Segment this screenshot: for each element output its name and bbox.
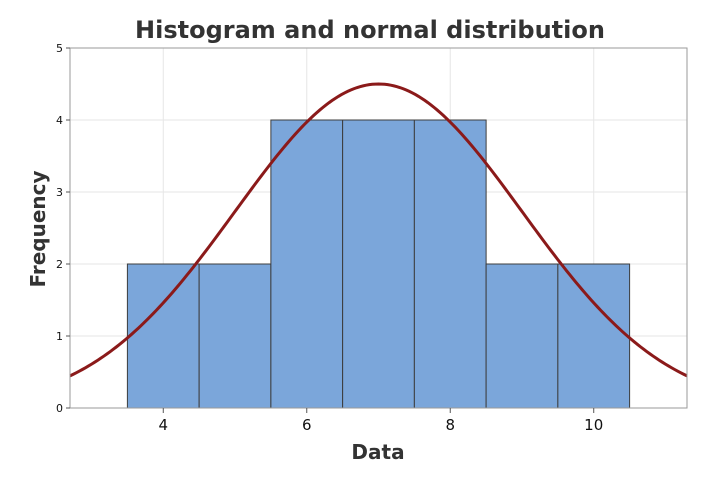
y-tick-label: 0 [56, 402, 63, 415]
histogram-bar [126, 263, 200, 409]
y-tick-label: 1 [56, 330, 63, 343]
y-tick-label: 4 [56, 114, 63, 127]
chart-title: Histogram and normal distribution [135, 16, 605, 44]
histogram-bar [485, 263, 559, 409]
x-axis-label: Data [351, 440, 404, 464]
y-tick-label: 3 [56, 186, 63, 199]
y-tick-label: 2 [56, 258, 63, 271]
plot-frame [69, 47, 688, 409]
x-tick-label: 8 [445, 416, 455, 434]
normal-curve [69, 82, 688, 378]
histogram-bar [342, 119, 415, 409]
histogram-bar [413, 119, 487, 409]
x-tick-label: 4 [158, 416, 168, 434]
x-tick-label: 6 [302, 416, 312, 434]
y-tick-label: 5 [56, 42, 63, 55]
x-tick-label: 10 [584, 416, 603, 434]
y-axis-label: Frequency [26, 170, 50, 287]
histogram-bar [270, 119, 344, 409]
histogram-bar [557, 263, 631, 409]
histogram-bar [198, 263, 272, 409]
